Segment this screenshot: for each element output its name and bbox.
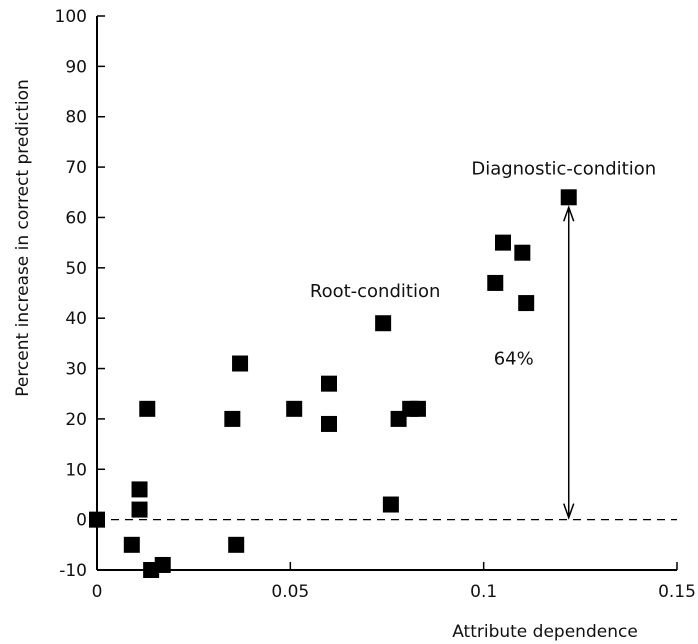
data-point bbox=[375, 315, 391, 331]
data-point bbox=[232, 356, 248, 372]
x-tick-label: 0.05 bbox=[271, 582, 309, 602]
data-point bbox=[514, 245, 530, 261]
y-tick-label: 0 bbox=[76, 511, 87, 531]
x-axis-title: Attribute dependence bbox=[452, 622, 638, 642]
y-tick-label: 90 bbox=[65, 57, 87, 77]
y-tick-label: 40 bbox=[65, 309, 87, 329]
data-point bbox=[132, 502, 148, 518]
annotation-label: Root-condition bbox=[310, 281, 441, 302]
data-point bbox=[155, 557, 171, 573]
y-tick-label: 50 bbox=[65, 259, 87, 279]
data-point bbox=[89, 512, 105, 528]
y-tick-label: 60 bbox=[65, 208, 87, 228]
data-point bbox=[224, 411, 240, 427]
y-tick-label: 100 bbox=[55, 7, 87, 27]
data-point bbox=[228, 537, 244, 553]
annotation-label: Diagnostic-condition bbox=[471, 158, 656, 179]
difference-arrow bbox=[564, 207, 574, 517]
annotation-label: 64% bbox=[494, 348, 534, 369]
y-tick-label: 70 bbox=[65, 158, 87, 178]
data-point bbox=[518, 295, 534, 311]
y-tick-label: 20 bbox=[65, 410, 87, 430]
y-axis-title: Percent increase in correct prediction bbox=[13, 79, 33, 397]
y-tick-label: 10 bbox=[65, 460, 87, 480]
data-point bbox=[286, 401, 302, 417]
data-point bbox=[561, 189, 577, 205]
data-point bbox=[321, 416, 337, 432]
data-point bbox=[132, 481, 148, 497]
x-tick-label: 0 bbox=[92, 582, 103, 602]
data-point bbox=[124, 537, 140, 553]
data-point bbox=[383, 497, 399, 513]
y-tick-label: -10 bbox=[59, 561, 87, 581]
y-tick-label: 30 bbox=[65, 360, 87, 380]
data-point bbox=[487, 275, 503, 291]
data-point bbox=[495, 235, 511, 251]
data-point bbox=[410, 401, 426, 417]
annotations: Diagnostic-condition Root-condition 64% bbox=[310, 158, 656, 369]
x-tick-label: 0.1 bbox=[470, 582, 497, 602]
data-point bbox=[321, 376, 337, 392]
data-point bbox=[139, 401, 155, 417]
x-tick-label: 0.15 bbox=[658, 582, 696, 602]
y-tick-label: 80 bbox=[65, 108, 87, 128]
